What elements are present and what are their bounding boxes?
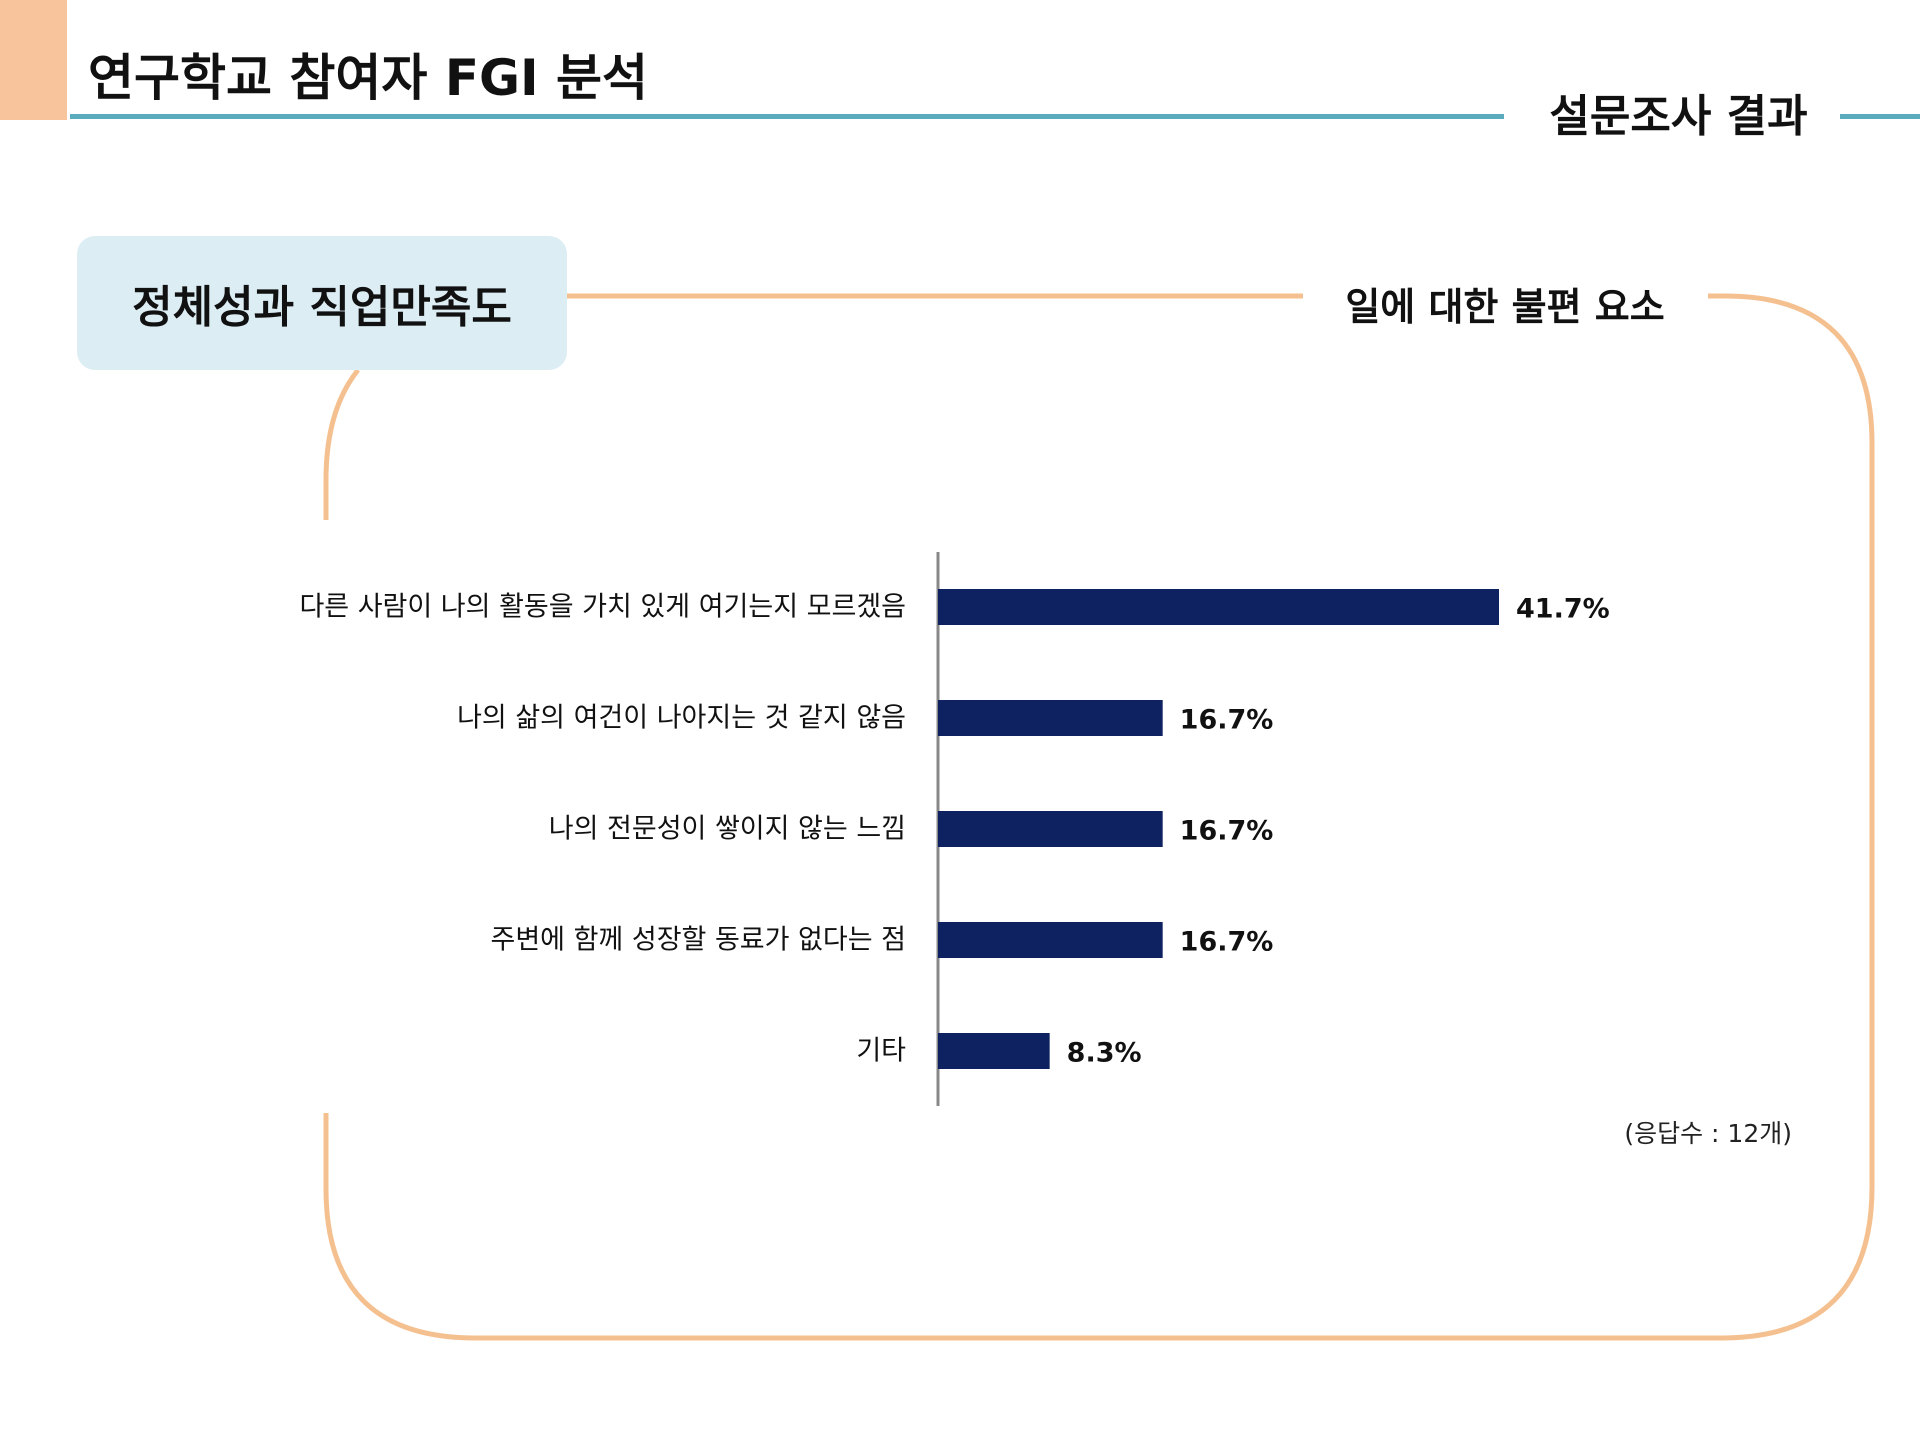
category-label: 나의 전문성이 쌓이지 않는 느낌	[549, 814, 906, 845]
bar	[938, 589, 1499, 625]
category-label: 나의 삶의 여건이 나아지는 것 같지 않음	[457, 703, 906, 734]
category-label: 주변에 함께 성장할 동료가 없다는 점	[490, 925, 906, 956]
subtopic-label: 일에 대한 불편 요소	[1345, 285, 1665, 329]
category-label: 다른 사람이 나의 활동을 가치 있게 여기는지 모르겠음	[299, 592, 906, 623]
header-accent-block	[0, 0, 67, 120]
header-divider-right	[1840, 114, 1920, 119]
bar	[938, 700, 1163, 736]
value-label: 8.3%	[1067, 1038, 1142, 1069]
topic-box: 정체성과 직업만족도	[77, 236, 567, 370]
value-label: 41.7%	[1516, 594, 1610, 625]
header-divider-left	[70, 114, 1504, 119]
value-label: 16.7%	[1180, 705, 1274, 736]
frame-left-upper	[323, 368, 360, 520]
value-label: 16.7%	[1180, 816, 1274, 847]
response-count-note: (응답수 : 12개)	[1624, 1119, 1792, 1148]
frame-outline	[323, 293, 1875, 1341]
page-title: 연구학교 참여자 FGI 분석	[88, 49, 649, 107]
bar	[938, 811, 1163, 847]
bar	[938, 922, 1163, 958]
category-label: 기타	[856, 1036, 906, 1067]
section-label: 설문조사 결과	[1549, 91, 1808, 142]
value-label: 16.7%	[1180, 927, 1274, 958]
bar	[938, 1033, 1050, 1069]
